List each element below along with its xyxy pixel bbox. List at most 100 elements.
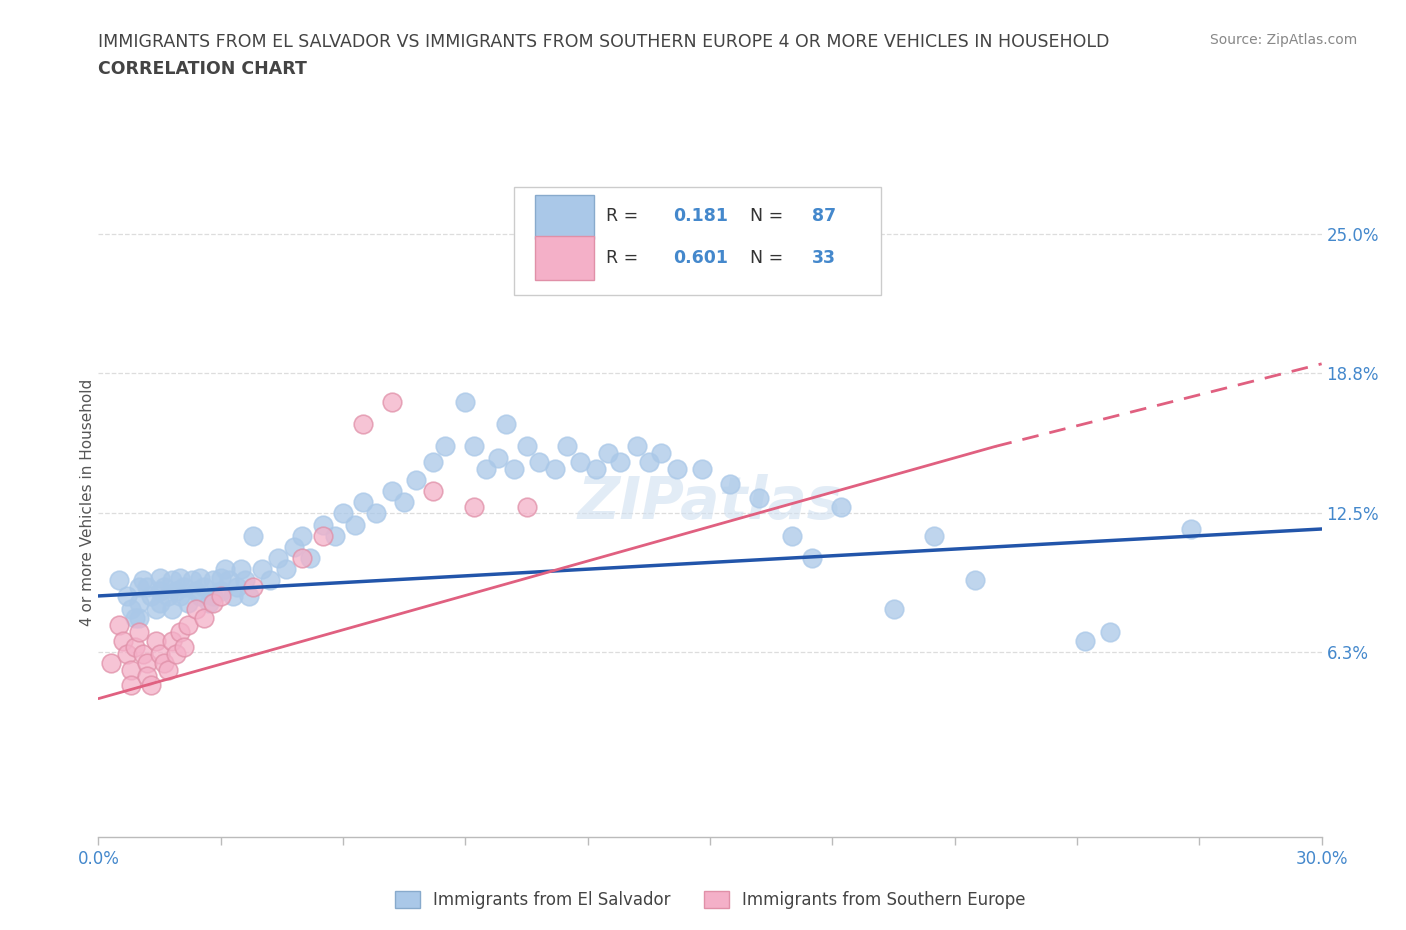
- Point: [352, 495, 374, 510]
- Point: [557, 439, 579, 454]
- Point: [169, 571, 191, 586]
- Point: [173, 579, 195, 594]
- Point: [323, 528, 346, 543]
- Text: Source: ZipAtlas.com: Source: ZipAtlas.com: [1209, 33, 1357, 46]
- Text: IMMIGRANTS FROM EL SALVADOR VS IMMIGRANTS FROM SOUTHERN EUROPE 4 OR MORE VEHICLE: IMMIGRANTS FROM EL SALVADOR VS IMMIGRANT…: [98, 33, 1109, 50]
- Point: [124, 611, 146, 626]
- Point: [405, 472, 427, 487]
- Point: [165, 646, 187, 661]
- Point: [463, 499, 485, 514]
- Point: [638, 455, 661, 470]
- Point: [883, 602, 905, 617]
- Point: [486, 450, 509, 465]
- Point: [149, 571, 172, 586]
- Point: [422, 455, 444, 470]
- Point: [666, 461, 689, 476]
- Point: [160, 602, 183, 617]
- Point: [136, 669, 159, 684]
- Point: [274, 562, 297, 577]
- Text: N =: N =: [751, 248, 789, 267]
- Point: [780, 528, 803, 543]
- Point: [173, 640, 195, 655]
- Point: [222, 589, 245, 604]
- Point: [238, 589, 260, 604]
- Point: [830, 499, 852, 514]
- Point: [120, 602, 142, 617]
- Point: [1098, 624, 1121, 639]
- Point: [250, 562, 273, 577]
- Point: [352, 417, 374, 432]
- Point: [141, 589, 163, 604]
- Point: [169, 624, 191, 639]
- Point: [160, 573, 183, 588]
- Point: [193, 579, 215, 594]
- Point: [186, 602, 208, 617]
- Point: [1074, 633, 1097, 648]
- Point: [115, 589, 138, 604]
- Point: [568, 455, 591, 470]
- Point: [181, 573, 204, 588]
- Point: [422, 484, 444, 498]
- Point: [233, 573, 256, 588]
- Point: [609, 455, 631, 470]
- Point: [156, 662, 179, 677]
- Point: [650, 445, 672, 460]
- Point: [801, 551, 824, 565]
- Text: 33: 33: [811, 248, 835, 267]
- Point: [598, 445, 620, 460]
- Point: [381, 394, 404, 409]
- Point: [495, 417, 517, 432]
- Point: [177, 595, 200, 610]
- Text: ZIPatlas: ZIPatlas: [578, 473, 842, 531]
- Point: [226, 579, 249, 594]
- Point: [128, 611, 150, 626]
- Point: [690, 461, 713, 476]
- Legend: Immigrants from El Salvador, Immigrants from Southern Europe: Immigrants from El Salvador, Immigrants …: [388, 884, 1032, 916]
- Point: [312, 528, 335, 543]
- Point: [283, 539, 305, 554]
- Point: [152, 579, 174, 594]
- Point: [242, 579, 264, 594]
- Point: [231, 562, 253, 577]
- Text: N =: N =: [751, 207, 789, 225]
- Point: [201, 595, 224, 610]
- Point: [136, 579, 159, 594]
- Point: [291, 528, 314, 543]
- Point: [160, 633, 183, 648]
- Point: [218, 573, 240, 588]
- Point: [177, 618, 200, 632]
- Point: [1180, 522, 1202, 537]
- Point: [128, 624, 150, 639]
- Point: [291, 551, 314, 565]
- Point: [145, 602, 167, 617]
- Point: [169, 589, 191, 604]
- Point: [503, 461, 526, 476]
- Point: [149, 646, 172, 661]
- Y-axis label: 4 or more Vehicles in Household: 4 or more Vehicles in Household: [80, 379, 94, 626]
- Point: [149, 595, 172, 610]
- Point: [136, 656, 159, 671]
- Point: [720, 477, 742, 492]
- Point: [111, 633, 134, 648]
- Point: [193, 611, 215, 626]
- Point: [463, 439, 485, 454]
- Point: [108, 573, 131, 588]
- Text: 87: 87: [811, 207, 835, 225]
- Point: [156, 589, 179, 604]
- Point: [128, 579, 150, 594]
- Point: [209, 584, 232, 599]
- Point: [132, 573, 155, 588]
- Point: [124, 640, 146, 655]
- Point: [364, 506, 387, 521]
- Point: [267, 551, 290, 565]
- Point: [454, 394, 477, 409]
- Point: [516, 439, 538, 454]
- Point: [748, 490, 770, 505]
- Point: [165, 584, 187, 599]
- Point: [434, 439, 457, 454]
- Point: [381, 484, 404, 498]
- Point: [922, 528, 945, 543]
- Point: [201, 573, 224, 588]
- Point: [141, 678, 163, 693]
- Point: [100, 656, 122, 671]
